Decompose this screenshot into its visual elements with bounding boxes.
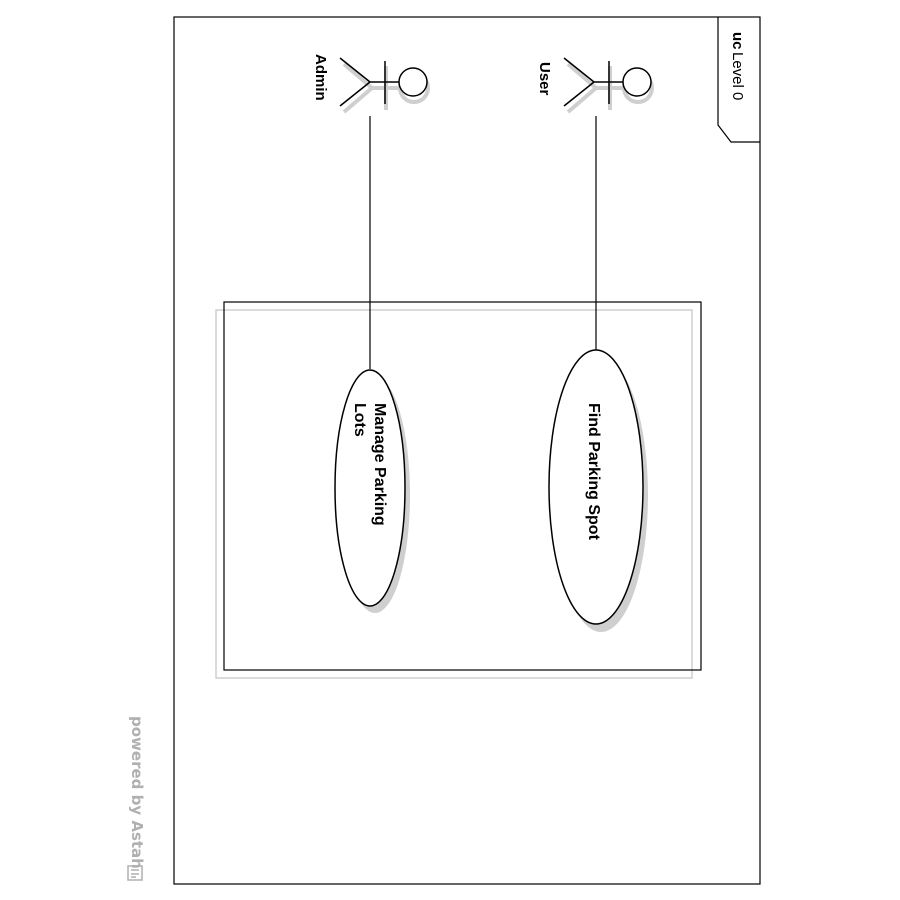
frame-name: Level 0 [729,52,746,100]
diagram-frame [173,16,761,885]
frame-keyword: uc [729,32,746,50]
system-boundary [223,301,702,671]
watermark-text: powered by Astah [128,716,146,869]
stick-figure-icon [563,57,652,107]
use-case-ellipse [548,349,644,625]
system-boundary-shadow [215,309,693,679]
astah-logo-icon [127,865,143,881]
use-case-find-parking-spot: Find Parking Spot [548,349,648,632]
use-case-ellipse [334,369,406,607]
frame-tag [717,17,760,143]
use-case-manage-parking-lots: Manage Parking Lots [334,369,410,613]
stick-figure-icon [339,57,428,107]
use-case-label-line-2: Lots [351,403,368,437]
use-case-label: Find Parking Spot [585,403,602,541]
actor-user: User [536,57,654,114]
actor-admin: Admin [312,54,430,114]
actor-label: User [536,62,553,96]
use-case-label-line-1: Manage Parking [371,403,388,526]
actor-label: Admin [312,54,329,101]
